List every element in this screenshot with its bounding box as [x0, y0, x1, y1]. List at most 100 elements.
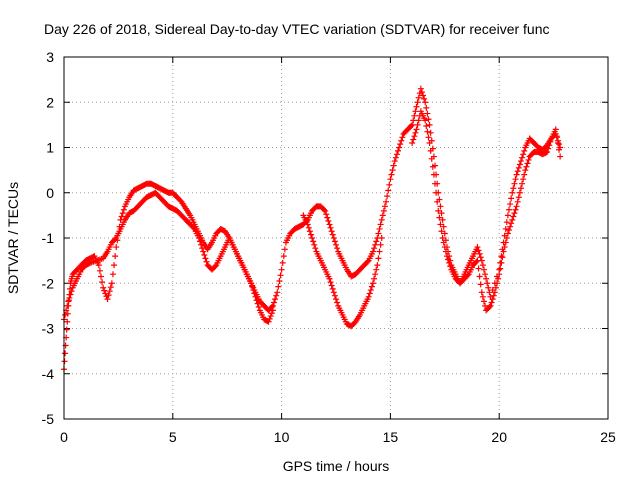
data-point: [311, 241, 318, 248]
data-point: [109, 271, 116, 278]
data-point: [517, 158, 524, 165]
data-point: [434, 198, 441, 205]
data-point: [480, 298, 487, 305]
data-point: [372, 271, 379, 278]
data-point: [415, 94, 422, 101]
data-point: [477, 281, 484, 288]
data-point: [119, 210, 126, 217]
data-point: [491, 280, 498, 287]
data-point: [414, 99, 421, 106]
data-point: [396, 144, 403, 151]
data-point: [190, 224, 197, 231]
data-point: [556, 141, 563, 148]
data-point: [255, 304, 262, 311]
data-point: [306, 228, 313, 235]
data-point: [410, 117, 417, 124]
data-point: [409, 139, 416, 146]
data-point: [380, 207, 387, 214]
data-point: [310, 238, 317, 245]
data-point: [423, 104, 430, 111]
data-point: [372, 241, 379, 248]
data-point: [373, 266, 380, 273]
data-point: [475, 265, 482, 272]
y-tick-label: 2: [46, 94, 54, 110]
data-point: [106, 288, 113, 295]
data-point: [515, 194, 522, 201]
data-point: [445, 256, 452, 263]
data-point: [265, 318, 272, 325]
data-point: [324, 214, 331, 221]
data-point: [277, 272, 284, 279]
data-point: [378, 235, 385, 241]
data-point: [378, 216, 385, 223]
data-point: [393, 151, 400, 158]
data-point: [521, 147, 528, 154]
data-point: [331, 238, 338, 245]
data-point: [478, 257, 485, 264]
x-ticks: 0 5 10 15 20 25: [60, 57, 616, 445]
data-point: [415, 117, 422, 124]
data-point: [327, 224, 334, 231]
data-point: [377, 221, 384, 228]
x-tick-label: 20: [491, 429, 507, 445]
data-point: [411, 112, 418, 119]
data-point: [438, 228, 445, 235]
data-point: [418, 89, 425, 96]
data-point: [486, 304, 493, 311]
data-point: [509, 189, 516, 196]
data-point: [67, 291, 74, 298]
data-point: [414, 121, 421, 128]
data-point: [521, 171, 528, 178]
data-point: [413, 126, 420, 133]
data-point: [411, 133, 418, 140]
data-point: [479, 293, 486, 300]
data-point: [328, 228, 335, 235]
data-point: [392, 154, 399, 161]
data-point: [505, 227, 512, 234]
data-point: [500, 239, 507, 246]
data-point: [197, 238, 203, 245]
data-point: [479, 262, 486, 269]
data-point: [498, 253, 505, 260]
data-point: [268, 310, 275, 317]
data-point: [430, 171, 437, 178]
data-point: [371, 245, 378, 252]
data-point: [376, 248, 383, 255]
data-point: [333, 296, 339, 303]
data-point: [424, 128, 431, 135]
data-point: [486, 289, 493, 296]
data-point: [251, 290, 258, 297]
data-point: [522, 167, 529, 174]
data-point: [309, 235, 316, 241]
y-tick-label: -4: [42, 366, 55, 382]
data-point: [482, 302, 489, 309]
data-point: [111, 262, 118, 269]
data-point: [514, 198, 521, 205]
data-point: [266, 315, 273, 322]
data-point: [270, 299, 277, 306]
data-point: [417, 85, 424, 92]
data-point: [441, 230, 448, 237]
y-tick-label: -2: [42, 275, 55, 291]
data-point: [490, 292, 497, 299]
data-point: [325, 218, 332, 225]
data-point: [64, 302, 71, 309]
data-point: [364, 258, 371, 265]
data-point: [374, 262, 381, 269]
data-point: [385, 187, 392, 194]
data-point: [504, 212, 511, 219]
data-point: [250, 287, 257, 294]
data-point: [388, 171, 395, 178]
data-point: [397, 141, 404, 148]
data-point: [442, 248, 449, 255]
data-point: [520, 176, 527, 183]
data-point: [369, 248, 376, 255]
y-tick-label: 3: [46, 49, 54, 65]
data-point: [113, 244, 120, 251]
data-point: [501, 232, 508, 239]
data-point: [446, 259, 453, 266]
data-point: [474, 244, 481, 251]
data-point: [268, 304, 275, 311]
data-point: [323, 211, 330, 218]
data-point: [492, 284, 499, 291]
